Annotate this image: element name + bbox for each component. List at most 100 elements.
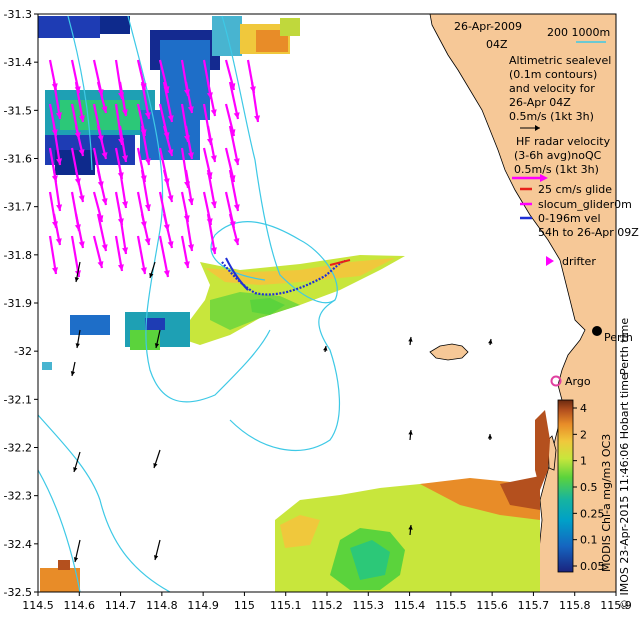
altimetric-arrow-head	[153, 463, 158, 468]
hf-radar-arrow-head	[101, 244, 108, 251]
hf-radar-arrow-head	[101, 198, 108, 205]
hf-radar-arrow-head	[183, 261, 190, 268]
x-tick-label: 114.6	[64, 599, 96, 612]
colorbar-tick-label: 0.25	[580, 507, 605, 520]
y-tick-label: -32.1	[4, 393, 32, 406]
hf-radar-arrow-head	[187, 106, 194, 113]
hf-radar-arrow-head	[101, 152, 108, 159]
altimetric-arrow-head	[408, 430, 413, 435]
hf-radar-arrow-head	[78, 115, 85, 122]
x-tick-label: 115.5	[435, 599, 467, 612]
hf-radar-arrow	[228, 169, 240, 212]
altimetric-arrow-head	[73, 467, 78, 472]
hf-radar-arrow-head	[122, 201, 129, 208]
hf-radar-arrow	[118, 213, 128, 255]
x-tick-label: 114.7	[105, 599, 137, 612]
hf-radar-arrow	[52, 125, 62, 166]
garden-island	[547, 435, 557, 471]
altimetric-arrow-head	[154, 343, 160, 348]
sealevel-contours	[38, 15, 340, 592]
altimetric-arrow-head	[149, 273, 154, 278]
svg-text:26-Apr 04Z: 26-Apr 04Z	[509, 96, 571, 109]
hf-radar-arrow-head	[78, 149, 85, 156]
hf-radar-arrow	[140, 169, 151, 212]
hf-radar-arrow	[140, 125, 151, 166]
x-tick-label: 114.5	[22, 599, 54, 612]
y-tick-label: -32	[14, 345, 32, 358]
map-date: 26-Apr-2009	[454, 20, 522, 33]
svg-text:54h to 26-Apr 09Z: 54h to 26-Apr 09Z	[538, 226, 639, 239]
y-tick-label: -32.2	[4, 442, 32, 455]
hf-radar-arrow-head	[187, 244, 194, 251]
hf-radar-arrow-head	[254, 115, 261, 122]
altimetric-arrow-head	[75, 343, 80, 348]
hf-radar-arrow-head	[210, 201, 217, 208]
hf-radar-arrow-head	[233, 204, 240, 211]
scale-bar-label: 200 1000m	[547, 26, 610, 39]
hf-radar-arrow-head	[187, 198, 194, 205]
x-tick-label: 115.7	[518, 599, 550, 612]
hf-radar-arrow-head	[97, 261, 104, 268]
hf-radar-arrow	[162, 81, 174, 123]
hf-radar-arrow-head	[233, 112, 240, 119]
hf-radar-arrow-head	[78, 241, 85, 248]
y-tick-label: -31.8	[4, 249, 32, 262]
hf-radar-arrow	[118, 169, 128, 209]
credit-text: © IMOS 23-Apr-2015 11:46:06 Hobart time	[618, 373, 631, 610]
colorbar-tick-label: 4	[580, 402, 587, 415]
colorbar-tick-label: 0.5	[580, 481, 598, 494]
altimetric-arrow-head	[487, 434, 493, 439]
hf-radar-arrow	[228, 125, 240, 166]
y-tick-label: -32.5	[4, 586, 32, 599]
hf-radar-arrow	[228, 81, 240, 120]
hf-radar-arrow	[206, 213, 217, 255]
svg-text:(3-6h avg)noQC: (3-6h avg)noQC	[514, 149, 602, 162]
x-tick-label: 115.1	[270, 599, 302, 612]
x-tick-label: 114.8	[146, 599, 178, 612]
svg-text:HF radar velocity: HF radar velocity	[516, 135, 611, 148]
svg-text:25 cm/s glide: 25 cm/s glide	[538, 183, 612, 196]
colorbar-tick-label: 1	[580, 455, 587, 468]
hf-radar-arrow	[48, 235, 58, 275]
hf-radar-arrow-head	[117, 264, 124, 271]
svg-text:(0.1m contours): (0.1m contours)	[509, 68, 597, 81]
svg-text:0.5m/s (1kt 3h): 0.5m/s (1kt 3h)	[509, 110, 594, 123]
hf-radar-arrow-head	[167, 115, 174, 122]
argo-marker	[550, 375, 562, 387]
hf-radar-arrow-head	[144, 204, 151, 211]
hf-radar-arrow-head	[78, 195, 85, 202]
altimetric-arrow-head	[408, 525, 413, 530]
svg-text:0-196m vel: 0-196m vel	[538, 212, 601, 225]
hf-radar-arrow	[250, 81, 260, 123]
hf-radar-arrow	[74, 81, 85, 123]
altimetric-arrow-head	[74, 277, 80, 282]
colorbar-tick-label: 0.05	[580, 560, 605, 573]
hf-radar-arrow-head	[163, 270, 170, 277]
x-tick-label: 115.8	[559, 599, 591, 612]
hf-radar-arrow	[158, 235, 170, 278]
map-time: 04Z	[486, 38, 508, 51]
altimetric-arrow-head	[408, 337, 413, 342]
right-caption: Perth time	[618, 318, 631, 375]
hf-radar-arrow-head	[233, 238, 240, 245]
hf-radar-arrow-head	[55, 238, 62, 245]
svg-text:slocum_glider0m: slocum_glider0m	[538, 198, 632, 211]
hf-radar-arrow-head	[210, 247, 217, 254]
hf-radar-arrow-head	[52, 267, 59, 274]
y-tick-label: -31.3	[4, 8, 32, 21]
altimetric-arrow-head	[70, 371, 76, 376]
y-tick-label: -32.3	[4, 490, 32, 503]
altimetric-arrow-head	[323, 346, 328, 351]
hf-radar-arrow-head	[167, 149, 174, 156]
hf-radar-arrow	[96, 213, 108, 252]
y-tick-label: -31.5	[4, 104, 32, 117]
x-tick-label: 115.4	[394, 599, 426, 612]
y-tick-label: -31.9	[4, 297, 32, 310]
sealevel-legend: Altimetric sealevel (0.1m contours) and …	[509, 54, 611, 131]
y-tick-label: -31.7	[4, 201, 32, 214]
chl-colorbar: 4 2 1 0.5 0.25 0.1 0.05 MODIS Chl-a mg/m3 OC3	[557, 399, 613, 573]
perth-label: Perth	[604, 331, 633, 344]
x-tick-label: 115	[234, 599, 255, 612]
y-tick-label: -32.4	[4, 538, 32, 551]
